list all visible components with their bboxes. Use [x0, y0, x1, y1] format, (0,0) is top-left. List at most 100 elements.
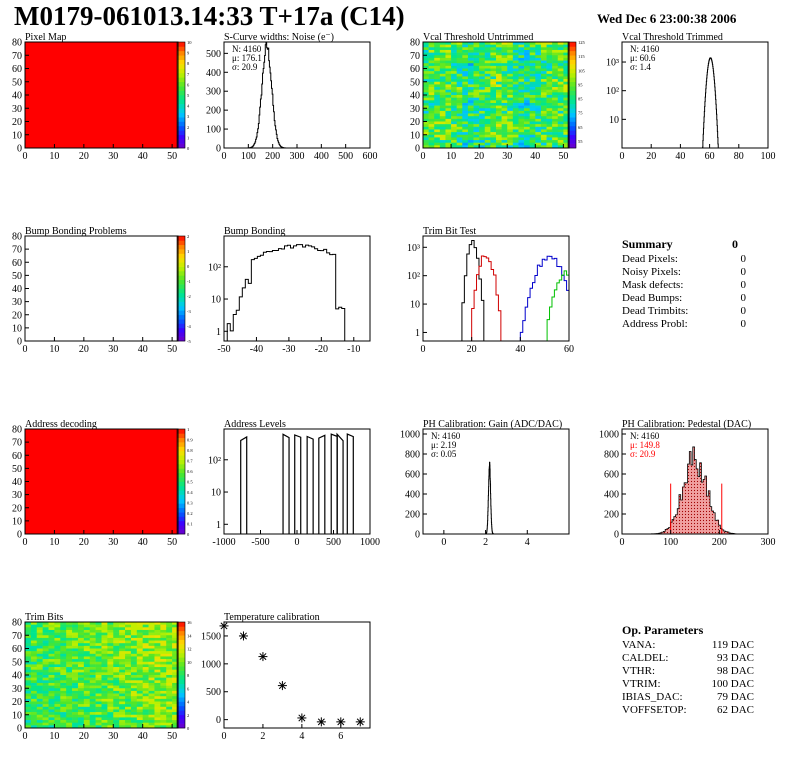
heatmap-cell	[95, 717, 102, 721]
heatmap-cell	[160, 698, 167, 702]
heatmap-cell	[557, 105, 564, 109]
heatmap-cell	[25, 725, 32, 729]
heatmap-cell	[501, 126, 508, 130]
heatmap-cell	[136, 690, 143, 694]
heatmap-cell	[473, 49, 480, 53]
y-tick-label: 70	[12, 438, 22, 449]
heatmap-cell	[434, 76, 441, 80]
heatmap-cell	[451, 142, 457, 146]
heatmap-cell	[557, 84, 564, 88]
heatmap-cell	[490, 87, 497, 90]
heatmap-cell	[119, 656, 126, 660]
heatmap-cell	[148, 645, 155, 649]
heatmap-cell	[529, 110, 536, 114]
heatmap-cell	[160, 656, 167, 660]
heatmap-cell	[130, 709, 138, 713]
y-tick-label: 80	[410, 38, 420, 49]
heatmap-cell	[563, 102, 570, 106]
heatmap-cell	[36, 622, 43, 625]
x-tick-label: 20	[474, 151, 484, 162]
heatmap-cell	[529, 145, 536, 149]
heatmap-cell	[30, 622, 38, 625]
heatmap-cell	[113, 722, 120, 726]
color-scale-frame	[176, 621, 186, 729]
heatmap-cell	[166, 656, 173, 660]
heatmap-cell	[490, 47, 497, 51]
x-tick-label: 200	[712, 537, 727, 548]
heatmap-cell	[490, 132, 497, 136]
heatmap-cell	[535, 42, 542, 45]
heatmap-cell	[428, 129, 435, 133]
heatmap-cell	[107, 643, 114, 647]
heatmap-cell	[512, 71, 519, 75]
heatmap-cell	[434, 134, 441, 138]
heatmap-cell	[462, 134, 469, 138]
color-scale-cell	[568, 68, 576, 74]
heatmap-cell	[130, 653, 138, 657]
heatmap-cell	[552, 134, 559, 138]
heatmap-cell	[467, 71, 474, 75]
heatmap-cell	[83, 693, 91, 697]
heatmap-cell	[30, 701, 38, 705]
heatmap-cell	[89, 709, 96, 713]
heatmap-cell	[101, 698, 108, 702]
heatmap-cell	[83, 722, 91, 726]
heatmap-cell	[125, 698, 132, 702]
heatmap-cell	[172, 706, 179, 710]
heatmap-cell	[507, 55, 514, 59]
heatmap-cell	[462, 124, 469, 128]
heatmap-cell	[546, 84, 553, 88]
heatmap-cell	[496, 134, 502, 138]
heatmap-cell	[113, 714, 120, 718]
heatmap-cell	[484, 145, 491, 149]
heatmap-cell	[95, 656, 102, 660]
heatmap-cell	[160, 664, 167, 668]
heatmap-cell	[434, 126, 441, 130]
heatmap-cell	[72, 645, 79, 649]
heatmap-cell	[125, 685, 132, 689]
heatmap-cell	[512, 89, 519, 93]
heatmap-cell	[119, 675, 126, 678]
heatmap-cell	[25, 669, 32, 673]
x-tick-label: 0	[23, 344, 28, 355]
heatmap-cell	[434, 89, 441, 93]
heatmap-cell	[36, 632, 43, 636]
heatmap-cell	[54, 680, 61, 684]
heatmap-cell	[60, 637, 67, 641]
heatmap-cell	[89, 720, 96, 723]
heatmap-cell	[524, 121, 530, 125]
heatmap-cell	[101, 712, 108, 716]
heatmap-cell	[451, 55, 457, 59]
color-scale-cell	[568, 139, 576, 144]
heatmap-cell	[113, 704, 120, 708]
heatmap-cell	[563, 57, 570, 61]
heatmap-cell	[42, 627, 49, 631]
x-tick-label: -10	[347, 344, 360, 355]
heatmap-cell	[512, 44, 519, 48]
heatmap-cell	[434, 145, 441, 149]
heatmap-cell	[30, 635, 38, 639]
heatmap-cell	[148, 669, 155, 673]
heatmap-cell	[479, 79, 486, 83]
heatmap-cell	[552, 52, 559, 56]
heatmap-cell	[119, 651, 126, 655]
heatmap-cell	[451, 44, 457, 48]
y-tick-label: 30	[410, 104, 420, 115]
heatmap-cell	[557, 73, 564, 77]
heatmap-cell	[473, 87, 480, 90]
x-tick-label: 0	[222, 151, 227, 162]
color-scale-cell	[177, 323, 185, 329]
param-value: 93 DAC	[717, 652, 754, 664]
heatmap-cell	[66, 632, 73, 636]
y-tick-label: 1	[415, 328, 420, 339]
heatmap-cell	[60, 632, 67, 636]
y-tick-label: 0	[17, 724, 22, 735]
heatmap-cell	[136, 677, 143, 681]
plot-frame	[223, 621, 371, 729]
heatmap-cell	[25, 706, 32, 710]
heatmap-cell	[154, 624, 161, 628]
color-scale-cell	[177, 117, 185, 122]
heatmap-cell	[54, 698, 61, 702]
heatmap-cell	[142, 645, 149, 649]
